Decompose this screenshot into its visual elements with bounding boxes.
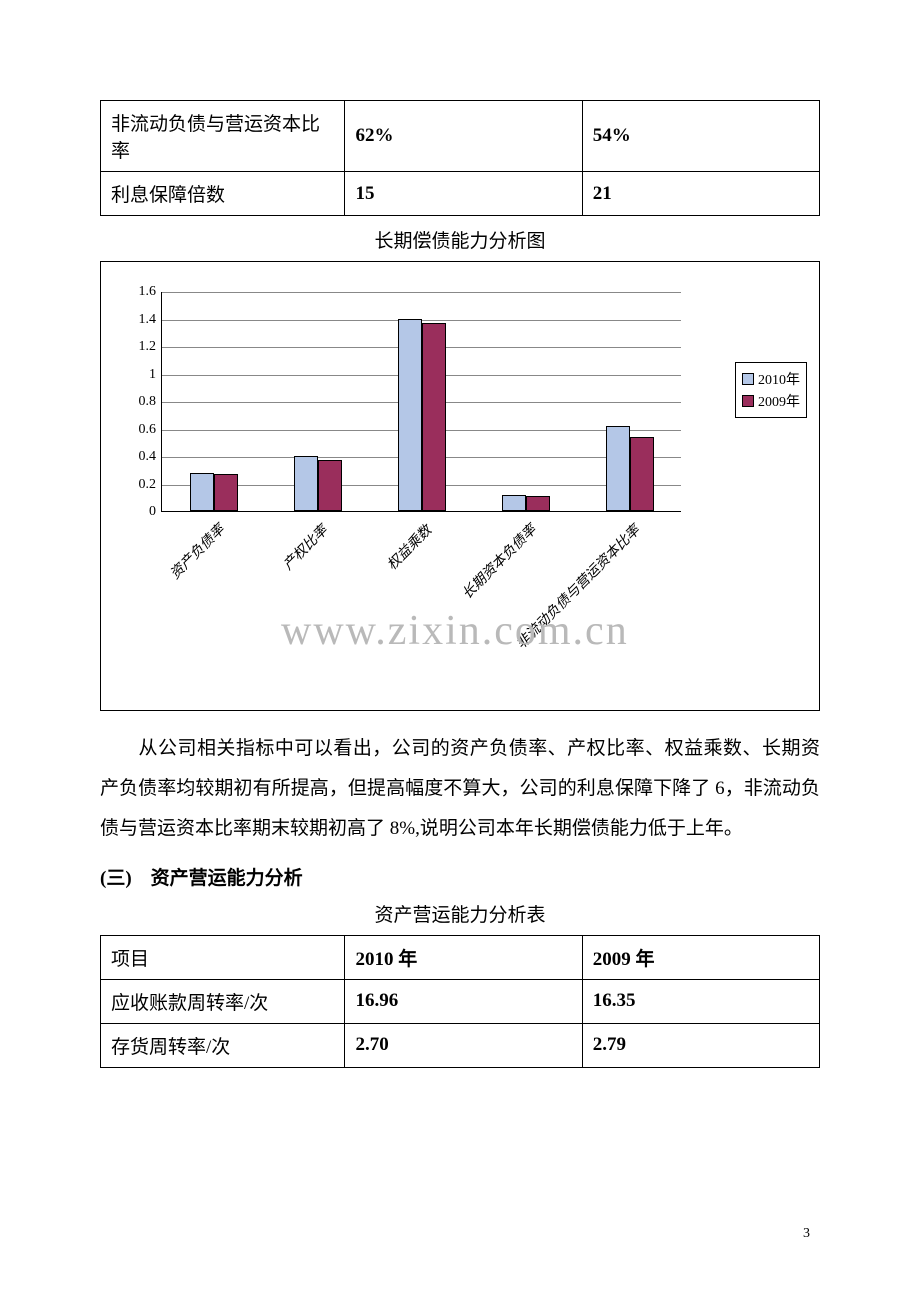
bar <box>502 495 526 512</box>
legend-swatch-icon <box>742 373 754 385</box>
y-tick-label: 0.6 <box>139 422 163 438</box>
legend-swatch-icon <box>742 395 754 407</box>
legend-item-2010: 2010年 <box>742 369 800 389</box>
section-heading: (三) 资产营运能力分析 <box>100 863 820 890</box>
cell-value-2009: 16.35 <box>582 979 819 1023</box>
chart-title: 长期偿债能力分析图 <box>100 226 820 253</box>
cell-value-2009: 54% <box>582 101 819 172</box>
watermark: www.zixin.com.cn <box>281 607 629 655</box>
cell-item: 应收账款周转率/次 <box>101 979 345 1023</box>
y-tick-label: 1 <box>149 367 162 383</box>
legend-item-2009: 2009年 <box>742 391 800 411</box>
operating-ability-table: 项目 2010 年 2009 年 应收账款周转率/次 16.96 16.35 存… <box>100 935 820 1068</box>
cell-value-2009: 21 <box>582 172 819 216</box>
bar <box>318 460 342 511</box>
y-tick-label: 0.4 <box>139 449 163 465</box>
table-row: 存货周转率/次 2.70 2.79 <box>101 1023 820 1067</box>
cell-header: 2009 年 <box>582 935 819 979</box>
cell-value-2010: 62% <box>345 101 582 172</box>
cell-value-2010: 15 <box>345 172 582 216</box>
bar <box>190 473 214 512</box>
cell-value-2009: 2.79 <box>582 1023 819 1067</box>
y-tick-label: 1.6 <box>139 284 163 300</box>
y-tick-label: 1.2 <box>139 339 163 355</box>
x-tick-label: 权益乘数 <box>382 520 436 574</box>
chart-legend: 2010年 2009年 <box>735 362 807 418</box>
cell-item: 存货周转率/次 <box>101 1023 345 1067</box>
paragraph-text: 从公司相关指标中可以看出，公司的资产负债率、产权比率、权益乘数、长期资产负债率均… <box>100 738 820 839</box>
cell-header: 2010 年 <box>345 935 582 979</box>
x-tick-label: 长期资本负债率 <box>457 520 540 603</box>
cell-header: 项目 <box>101 935 345 979</box>
legend-label: 2010年 <box>758 369 800 389</box>
table-row: 应收账款周转率/次 16.96 16.35 <box>101 979 820 1023</box>
page-number: 3 <box>803 1226 810 1242</box>
bar <box>422 323 446 511</box>
y-tick-label: 0 <box>149 504 162 520</box>
cell-value-2010: 2.70 <box>345 1023 582 1067</box>
bar <box>214 474 238 511</box>
legend-label: 2009年 <box>758 391 800 411</box>
solvency-chart: 0 0.2 0.4 0.6 0.8 1 1.2 1.4 1.6 资产负债率产权比率权益乘数长期资本… <box>100 261 820 711</box>
bar <box>294 456 318 511</box>
table-caption: 资产营运能力分析表 <box>100 900 820 927</box>
bar <box>526 496 550 511</box>
cell-value-2010: 16.96 <box>345 979 582 1023</box>
cell-item: 非流动负债与营运资本比率 <box>101 101 345 172</box>
x-tick-label: 产权比率 <box>278 520 332 574</box>
y-tick-label: 1.4 <box>139 312 163 328</box>
analysis-paragraph: 从公司相关指标中可以看出，公司的资产负债率、产权比率、权益乘数、长期资产负债率均… <box>100 729 820 849</box>
cell-item: 利息保障倍数 <box>101 172 345 216</box>
bar <box>398 319 422 512</box>
bar <box>606 426 630 511</box>
top-table: 非流动负债与营运资本比率 62% 54% 利息保障倍数 15 21 <box>100 100 820 216</box>
y-tick-label: 0.2 <box>139 477 163 493</box>
y-tick-label: 0.8 <box>139 394 163 410</box>
table-row: 利息保障倍数 15 21 <box>101 172 820 216</box>
x-tick-label: 资产负债率 <box>165 520 229 584</box>
table-row: 非流动负债与营运资本比率 62% 54% <box>101 101 820 172</box>
table-row: 项目 2010 年 2009 年 <box>101 935 820 979</box>
plot-area: 00.20.40.60.811.21.41.6资产负债率产权比率权益乘数长期资本… <box>161 292 681 512</box>
bar <box>630 437 654 511</box>
